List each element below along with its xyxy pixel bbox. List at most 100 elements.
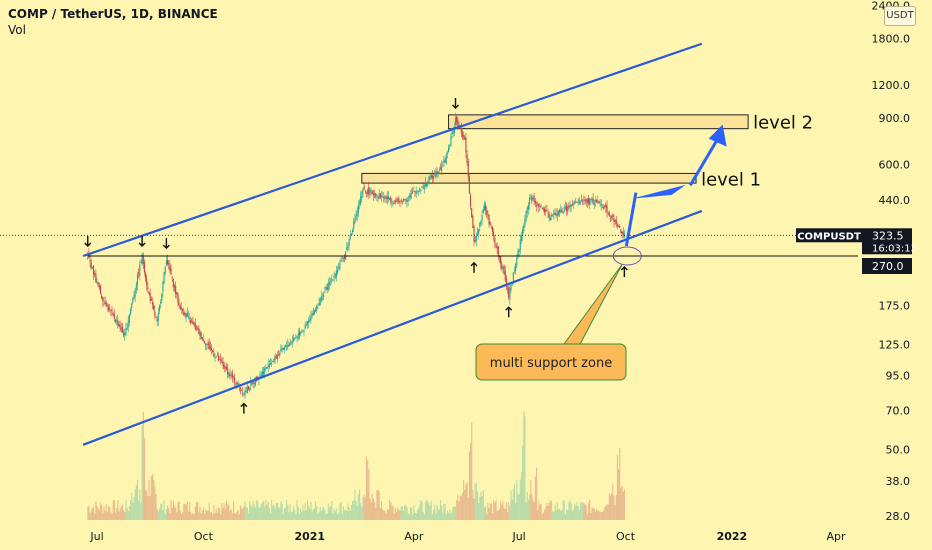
candle-body bbox=[190, 319, 192, 324]
volume-bar bbox=[90, 510, 92, 520]
volume-bar bbox=[535, 467, 538, 520]
volume-bar bbox=[559, 508, 561, 520]
candle-body bbox=[141, 253, 143, 264]
candle-body bbox=[219, 358, 221, 360]
candle-body bbox=[308, 320, 310, 324]
candle-body bbox=[247, 386, 250, 390]
volume-bar bbox=[353, 500, 355, 520]
candle-body bbox=[175, 286, 177, 295]
volume-bar bbox=[349, 511, 351, 520]
candle-body bbox=[574, 202, 576, 205]
candle-body bbox=[519, 239, 521, 251]
volume-bar bbox=[442, 512, 444, 520]
level-zone-1[interactable] bbox=[361, 172, 697, 184]
candle-body bbox=[489, 221, 491, 226]
volume-bar bbox=[311, 511, 313, 520]
volume-bar bbox=[208, 502, 210, 520]
candle-body bbox=[505, 278, 507, 288]
volume-bar bbox=[583, 503, 585, 520]
volume-bar bbox=[265, 499, 267, 520]
volume-bar bbox=[134, 489, 136, 520]
price-axis-label: 38.0 bbox=[886, 475, 911, 488]
candle-body bbox=[244, 390, 246, 396]
volume-bar bbox=[364, 497, 366, 520]
volume-bar bbox=[540, 503, 542, 520]
volume-bar bbox=[423, 514, 425, 520]
candle-body bbox=[286, 346, 288, 347]
volume-bar bbox=[418, 508, 420, 520]
volume-bar bbox=[318, 512, 320, 520]
volume-bar bbox=[409, 507, 412, 520]
volume-bar bbox=[577, 506, 579, 520]
candle-body bbox=[522, 229, 524, 236]
volume-bar bbox=[391, 505, 393, 520]
candle-body bbox=[306, 321, 309, 325]
volume-bar bbox=[152, 473, 154, 520]
candle-body bbox=[198, 327, 200, 335]
candle-body bbox=[231, 372, 233, 378]
lower-channel-line[interactable] bbox=[82, 209, 703, 446]
volume-bar bbox=[290, 511, 292, 520]
candle-body bbox=[99, 286, 102, 294]
volume-bar bbox=[493, 500, 495, 520]
pivot-arrows bbox=[84, 98, 628, 414]
volume-bar bbox=[419, 504, 421, 520]
candle-body bbox=[463, 135, 465, 139]
candle-body bbox=[547, 212, 549, 214]
support-zone-circle[interactable] bbox=[612, 246, 642, 266]
volume-bar bbox=[142, 411, 144, 520]
candle-body bbox=[460, 128, 462, 133]
volume-bar bbox=[486, 514, 488, 520]
candle-body bbox=[318, 302, 320, 306]
candle-body bbox=[553, 213, 555, 215]
volume-bar bbox=[291, 511, 294, 520]
volume-bar bbox=[133, 497, 135, 520]
candle-body bbox=[305, 324, 307, 327]
candle-body bbox=[408, 195, 410, 199]
volume-bar bbox=[126, 507, 128, 520]
volume-bar bbox=[359, 489, 361, 520]
upper-channel-line[interactable] bbox=[82, 42, 703, 258]
candle-body bbox=[555, 213, 557, 216]
volume-bar bbox=[341, 514, 343, 520]
candle-body bbox=[220, 358, 222, 362]
candle-body bbox=[434, 175, 436, 177]
candle-body bbox=[614, 220, 616, 222]
candle-body bbox=[537, 204, 539, 206]
volume-bar bbox=[422, 511, 424, 520]
currency-badge[interactable]: USDT bbox=[884, 6, 916, 26]
candle-body bbox=[320, 296, 322, 301]
volume-bar bbox=[362, 496, 364, 520]
candle-body bbox=[369, 189, 371, 194]
candle-body bbox=[465, 137, 467, 153]
candle-body bbox=[467, 160, 469, 177]
candle-body bbox=[414, 191, 416, 193]
candle-body bbox=[225, 367, 228, 370]
candle-body bbox=[488, 215, 490, 225]
volume-bar bbox=[253, 504, 255, 520]
candle-body bbox=[348, 238, 350, 247]
volume-bar bbox=[552, 511, 554, 520]
volume-bar bbox=[413, 505, 415, 520]
volume-bar bbox=[282, 513, 284, 520]
candle-body bbox=[232, 376, 235, 378]
volume-bar bbox=[468, 451, 470, 520]
volume-bar bbox=[306, 500, 309, 520]
volume-bar bbox=[463, 480, 465, 520]
volume-bar bbox=[576, 502, 578, 520]
candle-body bbox=[600, 203, 602, 206]
candle-body bbox=[399, 201, 401, 203]
candle-body bbox=[207, 343, 209, 345]
volume-bar bbox=[228, 504, 230, 520]
candle-body bbox=[217, 355, 219, 361]
candle-body bbox=[357, 205, 359, 212]
candle-body bbox=[404, 199, 406, 200]
support-callout-box[interactable] bbox=[475, 343, 627, 381]
level-zone-2[interactable] bbox=[448, 114, 749, 130]
candle-body bbox=[483, 203, 485, 211]
volume-bar bbox=[91, 507, 93, 520]
candle-body bbox=[234, 377, 236, 383]
candle-body bbox=[443, 159, 445, 163]
candle-body bbox=[480, 220, 482, 224]
